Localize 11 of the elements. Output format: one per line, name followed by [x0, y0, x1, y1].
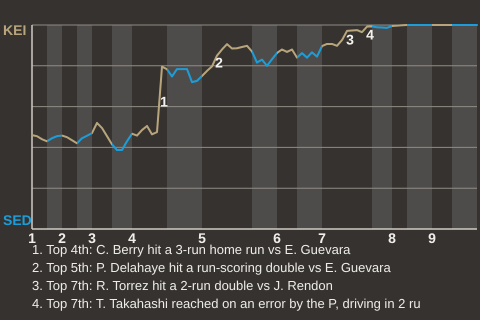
- x-tick-label: 9: [428, 230, 436, 246]
- text: 2. Top 5th: P. Delahaye hit a run-scoring double vs E. Guevara: [32, 260, 392, 275]
- x-tick-label: 8: [388, 230, 396, 246]
- text: 4. Top 7th: T. Takahashi reached on an error by the P, driving in 2 ru: [32, 296, 421, 311]
- text: SED: [3, 212, 32, 228]
- text: KEI: [3, 22, 26, 38]
- text: 3. Top 7th: R. Torrez hit a 2-run double vs J. Rendon: [32, 278, 333, 293]
- annotation: 2: [215, 54, 224, 71]
- annotation: 4: [366, 26, 374, 43]
- annotation: 3: [346, 32, 354, 48]
- annotation: 1: [160, 94, 168, 110]
